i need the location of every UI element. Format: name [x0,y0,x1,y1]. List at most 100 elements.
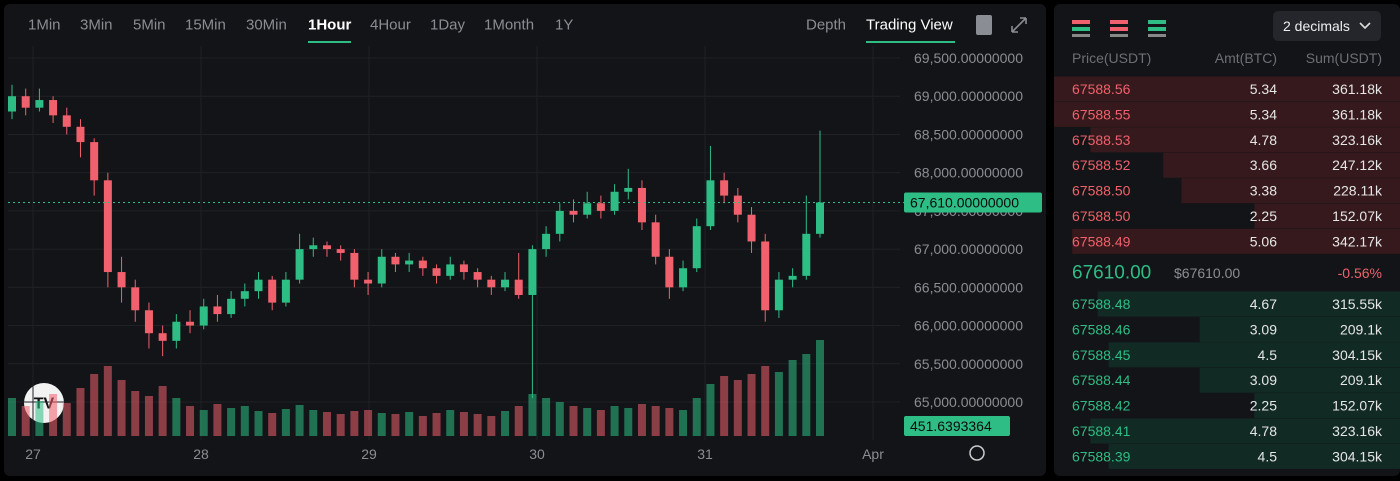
candle-body [62,115,71,127]
volume-bar [816,340,824,436]
candle-body [583,203,592,215]
candle-body [816,202,824,234]
interval-tab[interactable]: 1Month [484,17,534,34]
candle-body [103,180,112,273]
candle-body [596,203,605,211]
volume-bar [747,374,756,436]
candle-body [117,272,126,288]
volume-bar [706,384,715,436]
order-price: 67588.48 [1072,296,1131,312]
volume-bar [172,398,181,436]
volume-bar [596,410,605,436]
interval-tab[interactable]: 30Min [246,17,287,34]
volume-bar [720,376,729,436]
candle-body [720,180,729,196]
interval-tab[interactable]: 5Min [133,17,166,34]
volume-bar [103,366,112,436]
candle-body [473,272,482,280]
order-sum: 304.15k [1332,448,1383,464]
order-sum: 361.18k [1332,81,1383,97]
x-tick-label: 29 [361,446,377,462]
view-tab[interactable]: Depth [806,17,846,34]
order-sum: 209.1k [1340,372,1383,388]
volume-bar [76,388,85,436]
order-amount: 5.34 [1250,106,1277,122]
interval-tab[interactable]: 15Min [185,17,226,34]
active-underline [866,41,955,43]
column-header: Price(USDT) [1072,50,1151,66]
order-price: 67588.52 [1072,157,1131,173]
candle-body [364,279,373,284]
interval-tab[interactable]: 4Hour [370,17,411,34]
y-tick-label: 68,500.00000000 [914,126,1023,142]
volume-bar [391,414,400,436]
volume-bar [309,410,318,436]
volume-bar [610,406,619,436]
interval-tab[interactable]: 1Day [430,17,466,34]
active-underline [308,41,351,43]
depth-bar [1199,367,1400,393]
candle-body [240,291,249,299]
volume-bar [62,403,71,436]
order-sum: 209.1k [1340,321,1383,337]
view-tab[interactable]: Trading View [866,17,953,34]
candle-body [733,195,742,215]
candle-body [254,279,263,292]
candle-body [295,249,304,280]
volume-bar [268,413,277,436]
interval-tab[interactable]: 1Min [28,17,61,34]
volume-bar [35,401,44,436]
candle-body [90,142,99,181]
y-tick-label: 67,000.00000000 [914,241,1023,257]
candle-body [268,279,277,303]
depth-bar [1054,76,1400,102]
order-sum: 315.55k [1332,296,1383,312]
volume-tag [904,416,1010,436]
candle-body [432,268,441,276]
candle-body [459,264,468,273]
chart-panel [4,4,1046,476]
volume-bar [692,398,701,436]
volume-bar [802,354,811,436]
order-amount: 4.67 [1250,296,1277,312]
y-tick-label: 66,500.00000000 [914,279,1023,295]
order-amount: 3.09 [1250,372,1277,388]
order-price: 67588.55 [1072,106,1131,122]
order-amount: 3.09 [1250,321,1277,337]
volume-bar [542,398,551,436]
order-sum: 228.11k [1333,183,1383,199]
depth-bar [1072,228,1400,254]
candle-body [227,298,236,315]
volume-bar [8,398,16,436]
y-tick-label: 69,000.00000000 [914,88,1023,104]
y-tick-label: 69,500.00000000 [914,50,1023,66]
candle-body [377,256,386,284]
candle-body [213,306,222,315]
precision-dropdown[interactable] [1273,11,1381,41]
volume-bar [131,391,140,436]
interval-tab[interactable]: 1Y [555,17,573,34]
volume-bar [651,406,660,436]
interval-tab[interactable]: 3Min [80,17,113,34]
order-amount: 2.25 [1250,208,1277,224]
x-tick-label: 28 [193,446,209,462]
x-tick-label: 27 [25,446,41,462]
order-sum: 361.18k [1332,106,1383,122]
volume-bar [637,404,646,436]
volume-bar [144,396,153,436]
volume-bar [90,374,99,436]
volume-bar [569,406,578,436]
volume-bar [49,394,58,436]
interval-tab[interactable]: 1Hour [308,17,352,34]
candle-body [8,96,16,112]
volume-bar [679,410,688,436]
candle-body [350,252,359,280]
candle-body [692,226,701,269]
volume-bar [583,408,592,436]
depth-bar [1090,127,1400,153]
volume-bar [281,409,290,436]
candle-body [405,260,414,265]
volume-bar [446,410,455,436]
candle-body [802,233,811,276]
candle-body [158,333,167,341]
